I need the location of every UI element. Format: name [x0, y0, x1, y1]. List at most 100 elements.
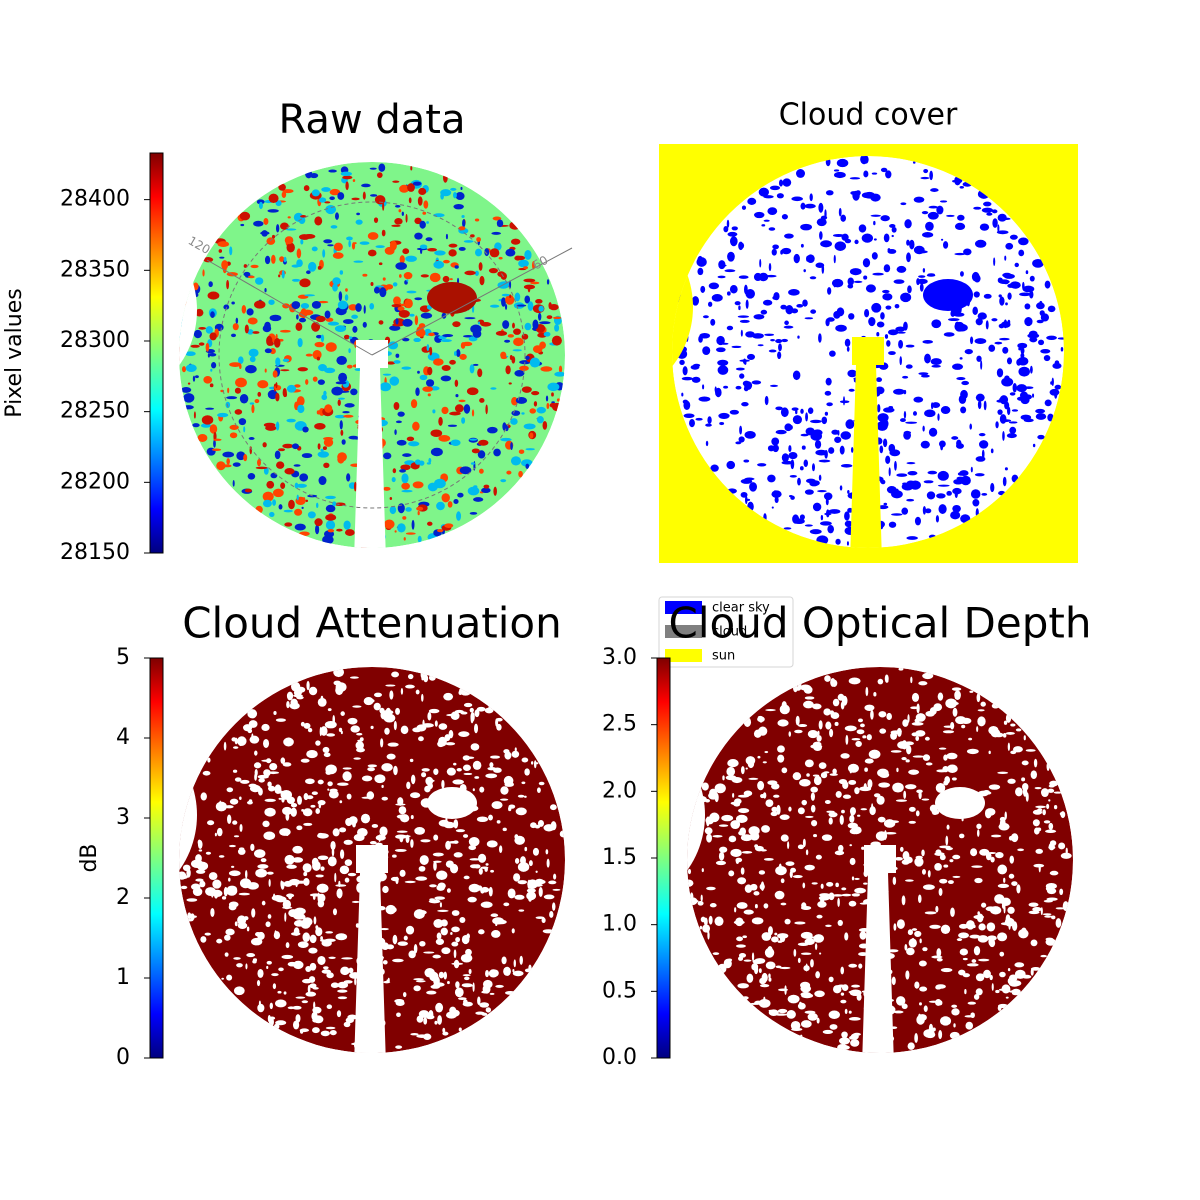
speckle — [412, 421, 420, 431]
speckle — [772, 244, 779, 250]
speckle — [801, 799, 807, 806]
speckle — [781, 460, 794, 465]
speckle — [441, 365, 451, 371]
speckle — [844, 238, 852, 244]
speckle — [179, 874, 189, 880]
speckle — [976, 726, 979, 732]
speckle — [410, 774, 416, 785]
speckle — [709, 903, 717, 908]
speckle — [805, 412, 808, 422]
speckle — [704, 827, 713, 835]
speckle — [885, 170, 892, 179]
speckle — [718, 824, 729, 827]
speckle — [382, 709, 394, 715]
speckle — [401, 211, 404, 216]
speckle — [232, 479, 235, 487]
speckle — [828, 1010, 840, 1019]
speckle — [1009, 234, 1018, 240]
speckle — [226, 787, 234, 793]
speckle — [388, 341, 399, 350]
speckle — [218, 855, 225, 858]
speckle — [433, 358, 444, 366]
speckle — [202, 770, 211, 776]
speckle — [939, 200, 948, 203]
speckle — [546, 279, 550, 285]
speckle — [231, 865, 235, 868]
speckle — [353, 242, 357, 245]
speckle — [1048, 799, 1051, 802]
speckle — [421, 772, 427, 778]
speckle — [924, 736, 930, 741]
speckle — [429, 898, 435, 901]
speckle — [938, 1030, 943, 1040]
speckle — [763, 996, 766, 1004]
speckle — [700, 894, 703, 902]
speckle — [282, 762, 292, 767]
panel-title: Cloud Attenuation — [182, 599, 562, 648]
speckle — [845, 734, 849, 745]
speckle — [854, 877, 860, 880]
speckle — [301, 453, 313, 459]
speckle — [820, 240, 832, 248]
speckle — [193, 329, 202, 339]
speckle — [726, 219, 730, 228]
speckle — [321, 187, 331, 192]
speckle — [834, 241, 847, 251]
speckle — [391, 304, 402, 308]
speckle — [250, 937, 263, 946]
speckle — [514, 369, 525, 377]
speckle — [758, 968, 762, 974]
speckle — [724, 269, 736, 273]
speckle — [186, 898, 198, 902]
speckle — [763, 858, 774, 861]
speckle — [738, 830, 746, 836]
speckle — [463, 702, 473, 708]
speckle — [800, 952, 812, 955]
speckle — [414, 459, 421, 465]
speckle — [896, 331, 906, 334]
speckle — [281, 270, 285, 279]
speckle — [234, 387, 241, 394]
speckle — [952, 363, 964, 370]
speckle — [1035, 413, 1047, 420]
speckle — [900, 292, 912, 303]
speckle — [500, 786, 509, 795]
speckle — [911, 937, 916, 948]
speckle — [268, 299, 275, 305]
speckle — [338, 727, 343, 733]
speckle — [818, 720, 823, 730]
speckle — [246, 308, 254, 316]
speckle — [972, 963, 977, 967]
speckle — [491, 969, 499, 977]
speckle — [990, 834, 1002, 838]
speckle — [937, 484, 950, 487]
speckle — [810, 419, 822, 424]
speckle — [297, 404, 305, 414]
speckle — [262, 491, 274, 502]
speckle — [702, 384, 705, 390]
speckle — [455, 192, 465, 201]
speckle — [906, 498, 915, 502]
speckle — [788, 445, 792, 453]
speckle — [480, 901, 493, 908]
y-tick-label: 0 — [116, 1045, 130, 1070]
speckle — [275, 718, 286, 722]
speckle — [535, 870, 538, 874]
speckle — [523, 266, 528, 270]
speckle — [229, 798, 239, 805]
speckle — [1004, 467, 1008, 471]
speckle — [778, 863, 782, 873]
speckle — [1022, 285, 1035, 293]
speckle — [521, 757, 529, 763]
speckle — [268, 785, 276, 792]
speckle — [797, 335, 800, 339]
speckle — [317, 265, 322, 270]
speckle — [496, 820, 501, 824]
speckle — [515, 807, 527, 816]
speckle — [860, 156, 868, 165]
speckle — [243, 454, 248, 462]
speckle — [697, 900, 704, 906]
speckle — [526, 888, 536, 893]
polar-label: 60 — [530, 253, 550, 273]
speckle — [282, 358, 290, 363]
